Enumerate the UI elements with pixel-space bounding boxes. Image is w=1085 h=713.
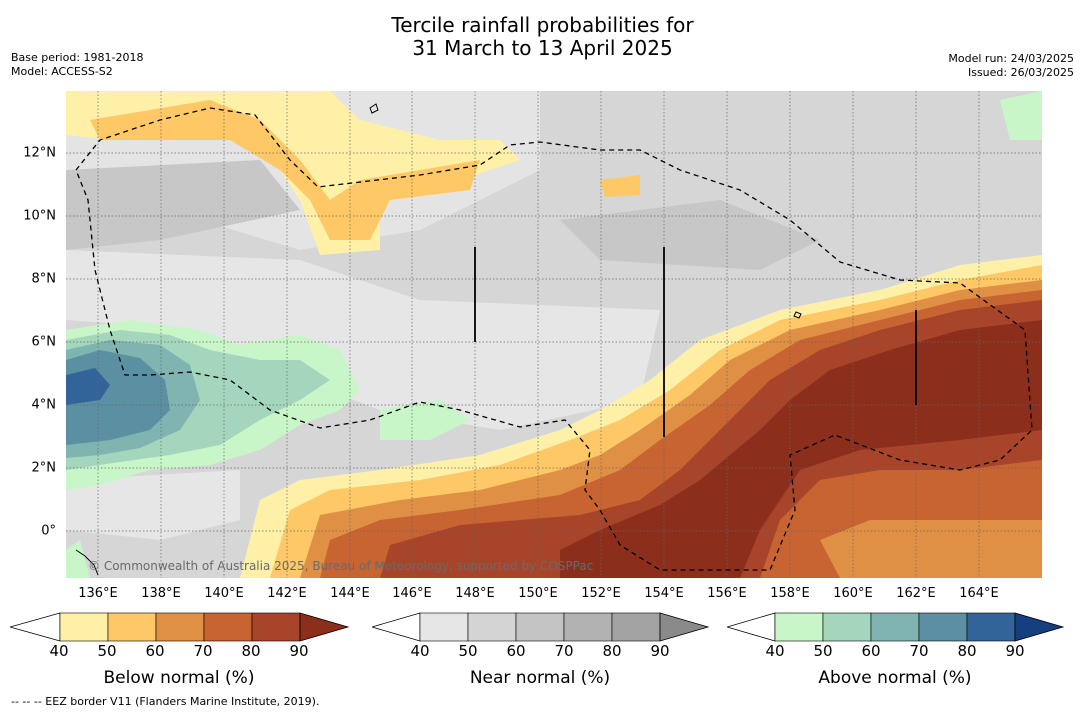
below-normal-50-north (90, 100, 480, 240)
colorbar-tick: 50 (458, 642, 478, 660)
colorbar-swatch (419, 612, 469, 642)
colorbar-title-below: Below normal (%) (103, 668, 255, 688)
below-normal-90-southeast (560, 320, 1042, 578)
colorbar-tick: 70 (193, 642, 213, 660)
colorbar-swatch (251, 612, 301, 642)
colorbar-tick: 60 (506, 642, 526, 660)
lon-label: 158°E (770, 586, 810, 601)
eez-boundary-line (75, 107, 1033, 571)
colorbar-title-near: Near normal (%) (469, 668, 611, 688)
colorbar-under-arrow (727, 612, 776, 642)
probability-shading (66, 91, 1042, 578)
lon-label: 150°E (518, 586, 558, 601)
colorbar-tick: 80 (957, 642, 977, 660)
colorbar-above-normal (727, 612, 1065, 642)
model-run: Model run: 24/03/2025 (948, 52, 1074, 65)
colorbar-tick: 40 (410, 642, 430, 660)
colorbar-under-arrow (372, 612, 421, 642)
lat-label: 8°N (31, 271, 57, 287)
colorbar-tick: 60 (861, 642, 881, 660)
above-normal-40-patch (380, 400, 470, 440)
lon-label: 140°E (204, 586, 244, 601)
title-line-2: 31 March to 13 April 2025 (412, 36, 673, 60)
lon-label: 162°E (896, 586, 936, 601)
colorbar-swatch (966, 612, 1016, 642)
metadata-left: Base period: 1981-2018 Model: ACCESS-S2 (11, 51, 143, 79)
lat-label: 10°N (23, 208, 56, 224)
lon-label: 142°E (267, 586, 307, 601)
colorbar-tick: 90 (289, 642, 309, 660)
lon-label: 156°E (707, 586, 747, 601)
copyright-notice: © Commonwealth of Australia 2025, Bureau… (88, 559, 594, 573)
colorbar-tick: 40 (49, 642, 69, 660)
colorbar-swatch (774, 612, 824, 642)
lon-label: 144°E (330, 586, 370, 601)
islands (75, 103, 802, 576)
below-normal-50-patch (600, 175, 640, 197)
eez-vertical-markers (474, 247, 917, 437)
colorbar-near-normal (372, 612, 710, 642)
colorbar-swatch (822, 612, 872, 642)
eez-footnote: -- -- -- EEZ border V11 (Flanders Marine… (11, 695, 320, 708)
graticule (66, 91, 1042, 578)
above-normal-40-south (66, 540, 90, 578)
metadata-right: Model run: 24/03/2025 Issued: 26/03/2025 (948, 52, 1074, 80)
colorbar-tick: 70 (554, 642, 574, 660)
lon-label: 164°E (959, 586, 999, 601)
lon-label: 146°E (392, 586, 432, 601)
near-normal-southwest-region (66, 470, 240, 540)
lon-label: 160°E (833, 586, 873, 601)
colorbar-swatch (563, 612, 613, 642)
colorbar-tick: 40 (765, 642, 785, 660)
colorbar-tick: 60 (145, 642, 165, 660)
colorbar-swatch (515, 612, 565, 642)
colorbar-tick: 80 (602, 642, 622, 660)
near-normal-mid-region-east (560, 200, 820, 270)
colorbar-swatch (611, 612, 661, 642)
colorbar-over-arrow (659, 612, 710, 642)
lon-label: 152°E (581, 586, 621, 601)
lon-label: 154°E (644, 586, 684, 601)
colorbar-swatch (467, 612, 517, 642)
lat-label: 12°N (23, 145, 56, 161)
colorbar-tick: 80 (241, 642, 261, 660)
colorbar-below-normal (10, 612, 350, 642)
base-period: Base period: 1981-2018 (11, 51, 144, 64)
title-line-1: Tercile rainfall probabilities for (391, 13, 694, 37)
colorbar-over-arrow (299, 612, 350, 642)
lon-label: 148°E (455, 586, 495, 601)
colorbar-swatch (59, 612, 109, 642)
colorbar-swatch (918, 612, 968, 642)
colorbar-swatch (870, 612, 920, 642)
model-name: Model: ACCESS-S2 (11, 65, 113, 78)
colorbar-tick: 50 (813, 642, 833, 660)
colorbar-swatch (155, 612, 205, 642)
issued-date: Issued: 26/03/2025 (967, 66, 1074, 79)
colorbar-swatch (107, 612, 157, 642)
above-normal-80-west (66, 368, 110, 405)
colorbar-tick: 90 (1005, 642, 1025, 660)
lat-label: 4°N (31, 397, 57, 413)
lat-label: 0° (41, 523, 56, 539)
above-normal-40-northeast (1000, 91, 1042, 140)
lat-label: 2°N (31, 460, 57, 476)
colorbar-swatch (203, 612, 253, 642)
colorbar-over-arrow (1014, 612, 1065, 642)
near-normal-mid-region (66, 160, 300, 250)
colorbar-tick: 50 (97, 642, 117, 660)
near-normal-central-region (66, 250, 660, 430)
lon-label: 138°E (141, 586, 181, 601)
colorbar-under-arrow (10, 612, 61, 642)
map-title: Tercile rainfall probabilities for 31 Ma… (0, 14, 1085, 60)
colorbar-title-above: Above normal (%) (818, 668, 972, 688)
lon-label: 136°E (78, 586, 118, 601)
colorbar-tick: 90 (650, 642, 670, 660)
lat-label: 6°N (31, 334, 57, 350)
colorbar-tick: 70 (909, 642, 929, 660)
eez-borders (75, 107, 1033, 571)
